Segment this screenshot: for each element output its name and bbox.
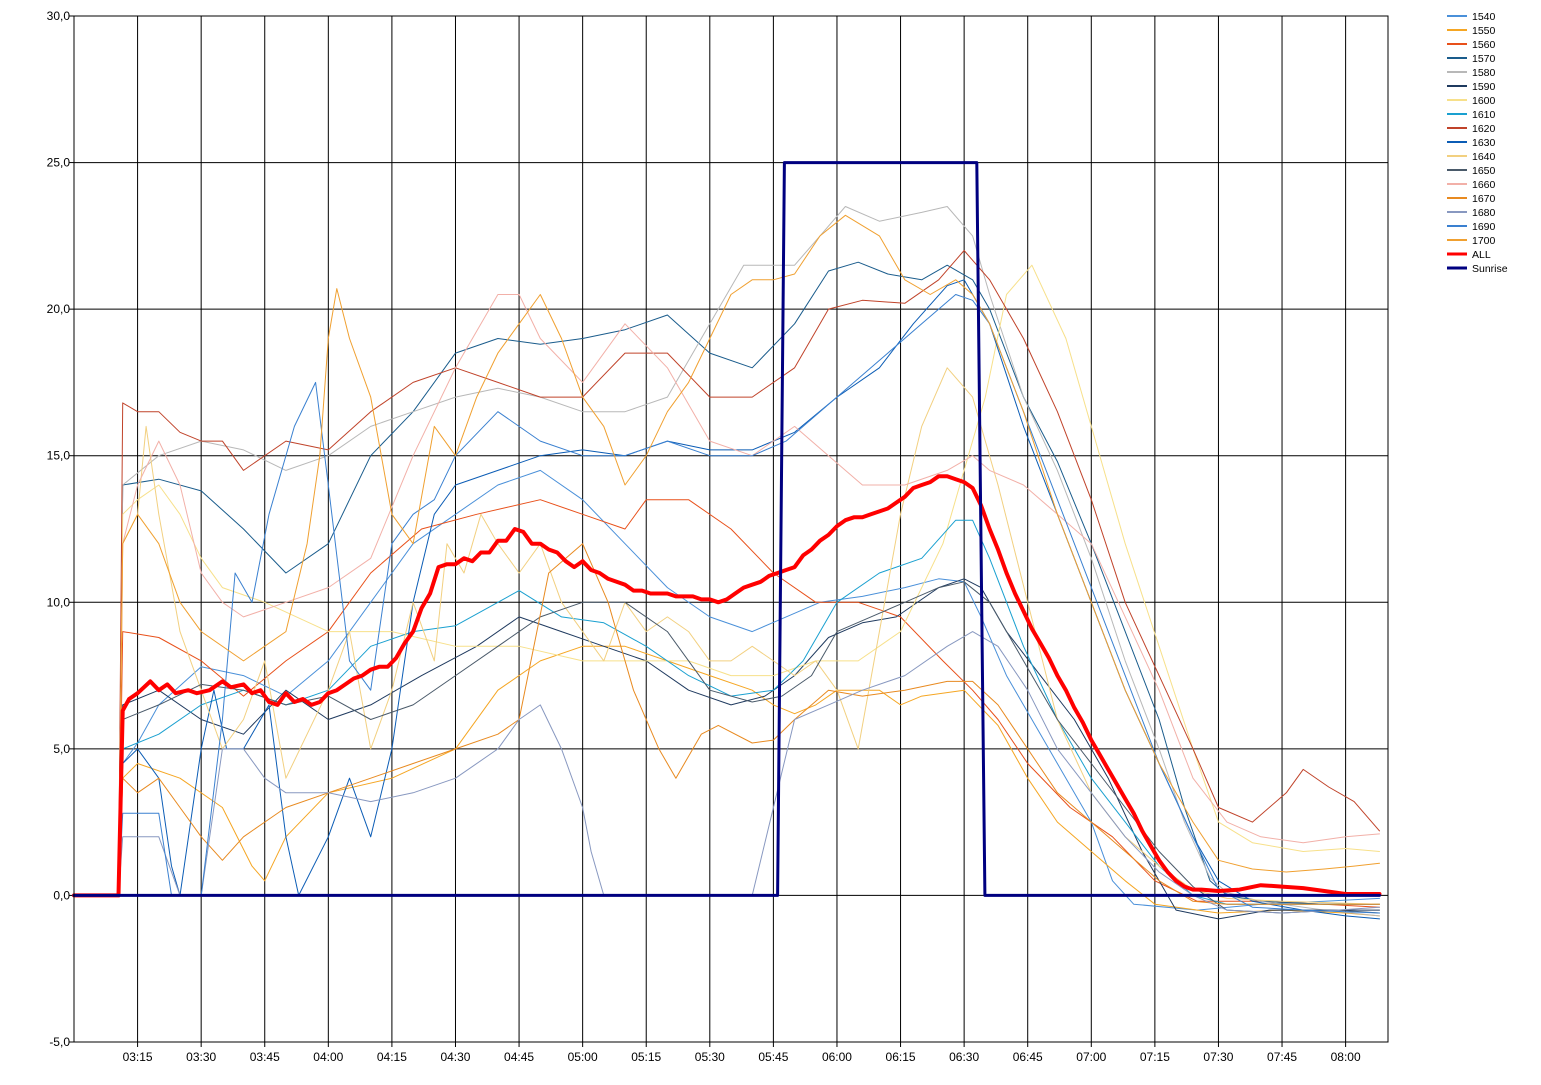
series-line-1670 [73,543,1380,905]
x-tick-label: 06:30 [949,1050,979,1064]
x-tick-label: 06:15 [886,1050,916,1064]
x-tick-label: 05:00 [568,1050,598,1064]
series-line-1600 [73,264,1380,896]
x-tick-label: 05:30 [695,1050,725,1064]
legend-label: 1660 [1472,179,1496,191]
x-tick-label: 04:15 [377,1050,407,1064]
legend-label: 1650 [1472,165,1496,177]
series-line-1620 [73,250,1380,896]
y-tick-label: 10,0 [47,595,71,609]
y-tick-label: 25,0 [47,156,71,170]
legend-label: Sunrise [1472,263,1508,275]
y-tick-label: 5,0 [53,742,70,756]
x-tick-label: 03:30 [186,1050,216,1064]
x-tick-label: 06:45 [1013,1050,1043,1064]
x-tick-label: 07:45 [1267,1050,1297,1064]
x-tick-label: 05:45 [758,1050,788,1064]
x-tick-label: 04:45 [504,1050,534,1064]
legend-label: 1560 [1472,39,1496,51]
legend-label: 1700 [1472,235,1496,247]
series-layer [72,161,1382,920]
x-tick-label: 07:15 [1140,1050,1170,1064]
series-line-1660 [73,294,1380,896]
legend-label: 1670 [1472,193,1496,205]
legend-label: 1600 [1472,95,1496,107]
legend-label: 1680 [1472,207,1496,219]
y-axis-tick-labels: -5,0 0,0 5,0 10,0 15,0 20,0 25,0 30,0 [47,9,71,1049]
y-tick-label: 0,0 [53,888,70,902]
x-tick-label: 04:30 [440,1050,470,1064]
legend-label: ALL [1472,249,1491,261]
legend-label: 1570 [1472,53,1496,65]
series-line-1550 [73,645,1380,917]
legend: 1540 1550 1560 1570 1580 1590 1600 1610 1620 1630… [1447,11,1508,275]
legend-label: 1580 [1472,67,1496,79]
legend-label: 1630 [1472,137,1496,149]
legend-label: 1620 [1472,123,1496,135]
x-tick-label: 07:00 [1076,1050,1106,1064]
series-line-1640 [73,367,1380,905]
series-line-1690 [73,294,1380,914]
plot-area-border [73,15,1389,1043]
legend-label: 1640 [1472,151,1496,163]
series-line-sunrise [72,161,1381,897]
x-tick-label: 08:00 [1331,1050,1361,1064]
legend-label: 1540 [1472,11,1496,23]
legend-label: 1550 [1472,25,1496,37]
y-tick-label: 20,0 [47,302,71,316]
legend-label: 1690 [1472,221,1496,233]
x-tick-label: 04:00 [313,1050,343,1064]
y-tick-label: 15,0 [47,449,71,463]
y-tick-label: 30,0 [47,9,71,23]
series-line-1570 [73,261,1380,905]
y-tick-label: -5,0 [49,1035,70,1049]
series-line-1540 [73,469,1380,911]
x-tick-label: 03:45 [250,1050,280,1064]
x-tick-label: 05:15 [631,1050,661,1064]
x-axis-tick-labels: 03:15 03:30 03:45 04:00 04:15 04:30 04:45 05:00… [123,1050,1361,1064]
x-tick-label: 06:00 [822,1050,852,1064]
series-line-all [72,474,1382,898]
legend-label: 1610 [1472,109,1496,121]
x-tick-label: 03:15 [123,1050,153,1064]
x-tick-label: 07:30 [1203,1050,1233,1064]
series-line-1700 [73,214,1380,896]
legend-label: 1590 [1472,81,1496,93]
